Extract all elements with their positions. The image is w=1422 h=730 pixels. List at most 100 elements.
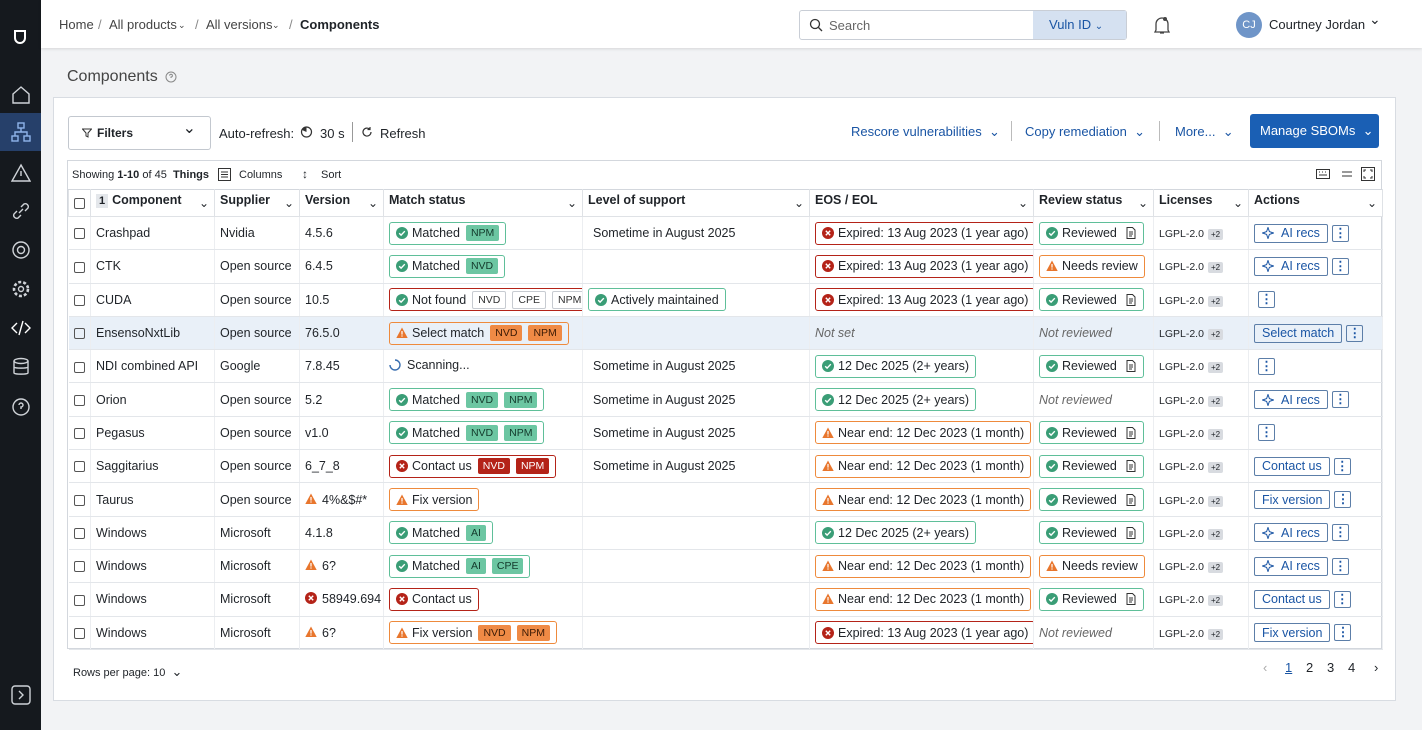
row-menu[interactable]: ⋮	[1258, 424, 1275, 442]
checkbox[interactable]	[73, 228, 85, 240]
row-menu[interactable]: ⋮	[1331, 257, 1349, 275]
manage-sboms-button[interactable]: Manage SBOMs ⌄	[1250, 114, 1379, 148]
checkbox[interactable]	[73, 627, 85, 639]
nav-expand[interactable]	[11, 685, 31, 705]
review-cell: Reviewed	[1033, 516, 1154, 550]
sort-button[interactable]: Sort	[321, 169, 342, 181]
nav-home[interactable]	[11, 85, 31, 105]
column-header-label: Component	[112, 193, 182, 207]
nav-alerts[interactable]	[11, 163, 31, 183]
column-menu[interactable]: ⌄	[793, 196, 804, 210]
prev-page[interactable]: ‹	[1263, 660, 1268, 675]
search-scope[interactable]: Vuln ID ⌄	[1033, 11, 1126, 39]
fullscreen-icon[interactable]	[1361, 167, 1375, 181]
row-menu[interactable]: ⋮	[1334, 624, 1352, 642]
column-header[interactable]: Version ⌄	[299, 189, 384, 217]
column-header[interactable]: Licenses ⌄	[1153, 189, 1249, 217]
column-menu[interactable]: ⌄	[283, 196, 294, 210]
more-menu[interactable]: More... ⌄	[1175, 124, 1234, 139]
row-menu[interactable]: ⋮	[1331, 391, 1349, 409]
search-box[interactable]: Search Vuln ID ⌄	[799, 10, 1127, 40]
nav-links[interactable]	[11, 201, 31, 221]
column-menu[interactable]: ⌄	[1137, 196, 1148, 210]
column-header[interactable]: Actions ⌄	[1248, 189, 1383, 217]
row-menu[interactable]: ⋮	[1334, 491, 1352, 509]
auto-refresh-value[interactable]: 30 s	[320, 126, 345, 141]
copy-remediation-menu[interactable]: Copy remediation ⌄	[1025, 124, 1146, 139]
column-menu[interactable]: ⌄	[198, 196, 209, 210]
breadcrumb-link[interactable]: Home	[59, 17, 94, 32]
row-menu[interactable]: ⋮	[1331, 557, 1349, 575]
column-header[interactable]: Level of support ⌄	[582, 189, 810, 217]
nav-settings[interactable]	[11, 279, 31, 299]
component-cell: Windows	[90, 616, 215, 650]
nav-support[interactable]	[11, 240, 31, 260]
columns-button[interactable]: Columns	[239, 169, 283, 181]
action-button[interactable]: AI recs	[1254, 223, 1328, 243]
column-menu[interactable]: ⌄	[566, 196, 577, 210]
column-header[interactable]: Supplier ⌄	[214, 189, 300, 217]
checkbox[interactable]	[73, 361, 85, 373]
keyboard-icon[interactable]	[1316, 169, 1330, 179]
checkbox[interactable]	[73, 394, 85, 406]
action-button[interactable]: AI recs	[1254, 523, 1328, 543]
action-button[interactable]: AI recs	[1254, 256, 1328, 276]
action-button[interactable]: Contact us	[1254, 456, 1330, 476]
row-menu[interactable]: ⋮	[1333, 457, 1351, 475]
column-header[interactable]: 1 Component ⌄	[90, 189, 215, 217]
column-menu[interactable]: ⌄	[367, 196, 378, 210]
nav-components[interactable]	[11, 122, 31, 142]
filters-dropdown[interactable]: Filters ⌄	[68, 116, 211, 150]
refresh-button[interactable]: Refresh	[380, 126, 426, 141]
rescore-menu[interactable]: Rescore vulnerabilities ⌄	[851, 124, 1000, 139]
page-link[interactable]: 4	[1348, 660, 1356, 675]
nav-code[interactable]	[11, 318, 31, 338]
help-icon[interactable]	[165, 71, 177, 83]
rows-per-page[interactable]: Rows per page: 10 ⌄	[73, 664, 183, 679]
checkbox[interactable]	[73, 561, 85, 573]
row-menu[interactable]: ⋮	[1331, 224, 1349, 242]
row-menu[interactable]: ⋮	[1331, 524, 1349, 542]
action-button[interactable]: Select match	[1254, 323, 1343, 343]
column-header[interactable]: EOS / EOL ⌄	[809, 189, 1034, 217]
row-menu[interactable]: ⋮	[1346, 324, 1364, 342]
checkbox[interactable]	[74, 198, 85, 210]
action-button[interactable]: Fix version	[1254, 490, 1331, 510]
component-cell: Windows	[90, 516, 215, 550]
column-header[interactable]: Review status ⌄	[1033, 189, 1154, 217]
checkbox[interactable]	[73, 428, 85, 440]
version-text: 6?	[322, 625, 336, 640]
next-page[interactable]: ›	[1374, 660, 1379, 675]
action-button[interactable]: AI recs	[1254, 556, 1328, 576]
row-menu[interactable]: ⋮	[1258, 291, 1275, 309]
review-status: Reviewed	[1039, 421, 1144, 445]
checkbox[interactable]	[73, 328, 85, 340]
user-name[interactable]: Courtney Jordan	[1269, 17, 1366, 32]
breadcrumb-current: Components	[300, 17, 380, 32]
avatar[interactable]: CJ	[1236, 12, 1262, 38]
column-menu[interactable]: ⌄	[1017, 196, 1028, 210]
row-menu[interactable]: ⋮	[1258, 357, 1275, 375]
checkbox[interactable]	[73, 294, 85, 306]
page-link[interactable]: 3	[1327, 660, 1335, 675]
column-menu[interactable]: ⌄	[1366, 196, 1377, 210]
page-link[interactable]: 1	[1285, 660, 1293, 675]
column-menu[interactable]: ⌄	[1232, 196, 1243, 210]
action-button[interactable]: Fix version	[1254, 623, 1331, 643]
page-link[interactable]: 2	[1306, 660, 1314, 675]
breadcrumb-link[interactable]: All versions	[206, 17, 273, 32]
checkbox[interactable]	[73, 594, 85, 606]
nav-help[interactable]	[11, 397, 31, 417]
checkbox[interactable]	[73, 261, 85, 273]
row-menu[interactable]: ⋮	[1333, 590, 1351, 608]
action-button[interactable]: AI recs	[1254, 390, 1328, 410]
notifications[interactable]	[1153, 15, 1171, 35]
nav-database[interactable]	[11, 357, 31, 377]
density-icon[interactable]	[1341, 169, 1353, 179]
column-header[interactable]: Match status ⌄	[383, 189, 583, 217]
action-button[interactable]: Contact us	[1254, 589, 1330, 609]
checkbox[interactable]	[73, 494, 85, 506]
checkbox[interactable]	[73, 461, 85, 473]
breadcrumb-link[interactable]: All products	[109, 17, 177, 32]
checkbox[interactable]	[73, 528, 85, 540]
